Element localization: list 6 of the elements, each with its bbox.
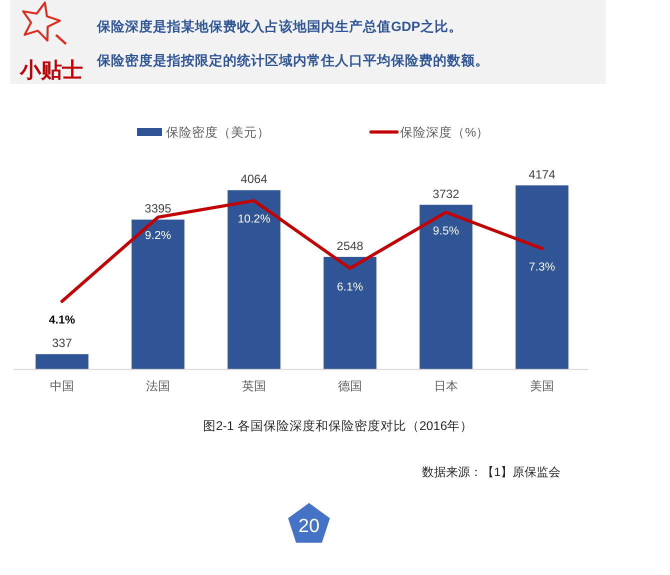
annotation: 保险深度是指某地保费收入占该地国内生产总值GDP之比。 [97, 19, 462, 34]
annotation: 20 [298, 516, 320, 537]
title: 图2-1 各国保险深度和保险密度对比（2016年） [202, 419, 474, 433]
annotation: 小贴士 [20, 59, 83, 82]
annotation: 保险密度是指按限定的统计区域内常住人口平均保险费的数额。 [97, 53, 489, 68]
annotation: 数据来源：【1】原保监会 [422, 465, 561, 479]
